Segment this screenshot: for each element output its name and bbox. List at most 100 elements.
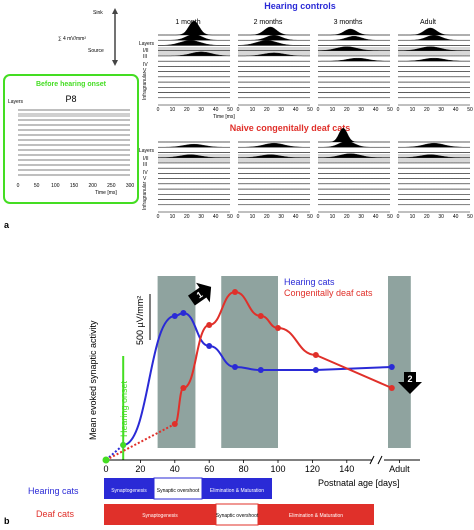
legend-hearing: Hearing cats <box>284 277 335 287</box>
panel-a-label: a <box>4 220 10 230</box>
hc-panel-4: 0 10 20 30 40 50 <box>397 27 473 113</box>
deaf-point <box>257 313 264 319</box>
x-tick-label: 120 <box>305 464 320 474</box>
scale-sink-label: Sink <box>93 10 103 16</box>
before-tick-label: 100 <box>51 183 60 189</box>
trace-tick-label: 50 <box>307 214 313 220</box>
critical-bands <box>157 276 411 448</box>
trace-tick-label: 30 <box>358 214 364 220</box>
hearing-controls-title: Hearing controls <box>264 1 336 11</box>
x-tick-labels: 0 20 40 60 80 100 120 140 Adult <box>103 460 410 474</box>
age-3-months: 3 months <box>334 19 363 26</box>
hearing-controls-traces: 0 10 20 30 40 50 0 10 20 30 40 50 0 10 20 30 40 50 0 10 20 30… <box>157 20 473 113</box>
csd-trace <box>398 27 470 36</box>
before-tick-label: 250 <box>107 183 116 189</box>
deaf-layer-iii: III <box>143 162 147 168</box>
trace-tick-label: 30 <box>198 214 204 220</box>
hearing-elimination-text: Elimination & Maturation <box>210 488 264 494</box>
before-tick-label: 200 <box>88 183 97 189</box>
trace-tick-label: 30 <box>358 107 364 113</box>
deaf-layer-iv: IV <box>143 170 148 176</box>
hc-panel-2: 0 10 20 30 40 50 <box>237 26 313 113</box>
csd-trace <box>317 140 391 148</box>
deaf-panel-2: 0 10 20 30 40 50 <box>237 141 313 220</box>
scale-formula: ∑ 4 mV/mm² <box>58 36 86 42</box>
hearing-point <box>312 367 319 373</box>
age-1-month: 1 month <box>175 19 200 26</box>
trace-tick-label: 50 <box>227 107 233 113</box>
x-axis-label: Postnatal age [days] <box>318 478 400 488</box>
csd-trace <box>157 143 231 148</box>
trace-tick-label: 50 <box>387 107 393 113</box>
trace-tick-label: 10 <box>330 214 336 220</box>
synaptic-activity-chart: 0 20 40 60 80 100 120 140 Adult 12 <box>102 276 422 474</box>
hc-panel-1: 0 10 20 30 40 50 <box>157 20 233 113</box>
trace-tick-label: 30 <box>438 107 444 113</box>
trace-tick-label: 40 <box>453 107 459 113</box>
deaf-elimination-text: Elimination & Maturation <box>289 513 343 519</box>
trace-tick-label: 20 <box>424 214 430 220</box>
critical-band-3 <box>388 276 411 448</box>
x-tick-label: 0 <box>103 464 108 474</box>
before-hearing-frame <box>3 74 139 204</box>
trace-tick-label: 50 <box>307 107 313 113</box>
trace-tick-label: 20 <box>344 107 350 113</box>
csd-trace <box>397 154 471 158</box>
x-tick-label: 40 <box>170 464 180 474</box>
hearing-synaptogenesis-text: Synaptogenesis <box>111 488 147 494</box>
trace-tick-label: 50 <box>467 107 473 113</box>
before-tick-label: 50 <box>34 183 40 189</box>
trace-tick-label: 10 <box>170 107 176 113</box>
hearing-overshoot-text: Synaptic overshoot <box>157 488 200 494</box>
marker-1: 1 <box>188 282 212 306</box>
trace-tick-label: 0 <box>157 214 160 220</box>
before-traces <box>18 109 130 176</box>
hearing-solid-line <box>122 311 316 446</box>
before-tick-label: 300 <box>126 183 135 189</box>
before-hearing-age: P8 <box>65 94 76 104</box>
layer-iv-shading <box>158 47 230 55</box>
trace-tick-label: 30 <box>278 214 284 220</box>
csd-trace <box>237 40 311 46</box>
csd-trace <box>157 51 231 57</box>
hc-layer-iii: III <box>143 54 147 60</box>
timeline-deaf-label: Deaf cats <box>36 509 75 519</box>
legend-deaf: Congenitally deaf cats <box>284 288 373 298</box>
trace-tick-label: 0 <box>317 107 320 113</box>
timeline: Hearing cats Synaptogenesis Synaptic ove… <box>28 477 374 526</box>
csd-trace <box>237 142 311 148</box>
trace-tick-label: 20 <box>264 214 270 220</box>
hearing-onset-label: Hearing onset <box>119 380 129 437</box>
layer-iv-shading <box>238 47 310 55</box>
critical-band-2 <box>221 276 278 448</box>
csd-trace <box>397 46 471 51</box>
hc-layer-i-ii: I/II <box>143 48 149 54</box>
trace-tick-label: 40 <box>453 214 459 220</box>
hc-infragranular: Infragranular <box>142 71 148 100</box>
before-layer-shading <box>18 113 130 117</box>
layer-iv-shading <box>318 47 390 55</box>
trace-tick-label: 10 <box>410 214 416 220</box>
timeline-hearing-label: Hearing cats <box>28 486 79 496</box>
marker-2-label: 2 <box>407 374 412 384</box>
csd-trace <box>318 127 390 143</box>
layer-iv-shading <box>398 47 470 55</box>
trace-tick-label: 30 <box>198 107 204 113</box>
x-tick-label: 20 <box>135 464 145 474</box>
csd-trace <box>397 34 471 41</box>
deaf-layers-label: Layers <box>139 148 155 154</box>
x-tick-label: Adult <box>389 464 410 474</box>
csd-trace <box>397 142 471 148</box>
deaf-traces: 0 10 20 30 40 50 0 10 20 30 40 50 0 10 20 30 40 50 0 10 20 30… <box>157 127 473 220</box>
layer-iv-shading <box>398 154 470 162</box>
scale-source-label: Source <box>88 48 104 54</box>
trace-tick-label: 10 <box>250 107 256 113</box>
deaf-panel-3: 0 10 20 30 40 50 <box>317 127 393 220</box>
y-axis-label: Mean evoked synaptic activity <box>88 320 98 440</box>
csd-trace <box>157 154 231 158</box>
deaf-bar-elimination <box>258 504 374 525</box>
trace-tick-label: 40 <box>293 107 299 113</box>
deaf-overshoot-text: Synaptic overshoot <box>216 513 259 519</box>
deaf-layer-i-ii: I/II <box>143 156 149 162</box>
csd-trace <box>317 35 391 41</box>
